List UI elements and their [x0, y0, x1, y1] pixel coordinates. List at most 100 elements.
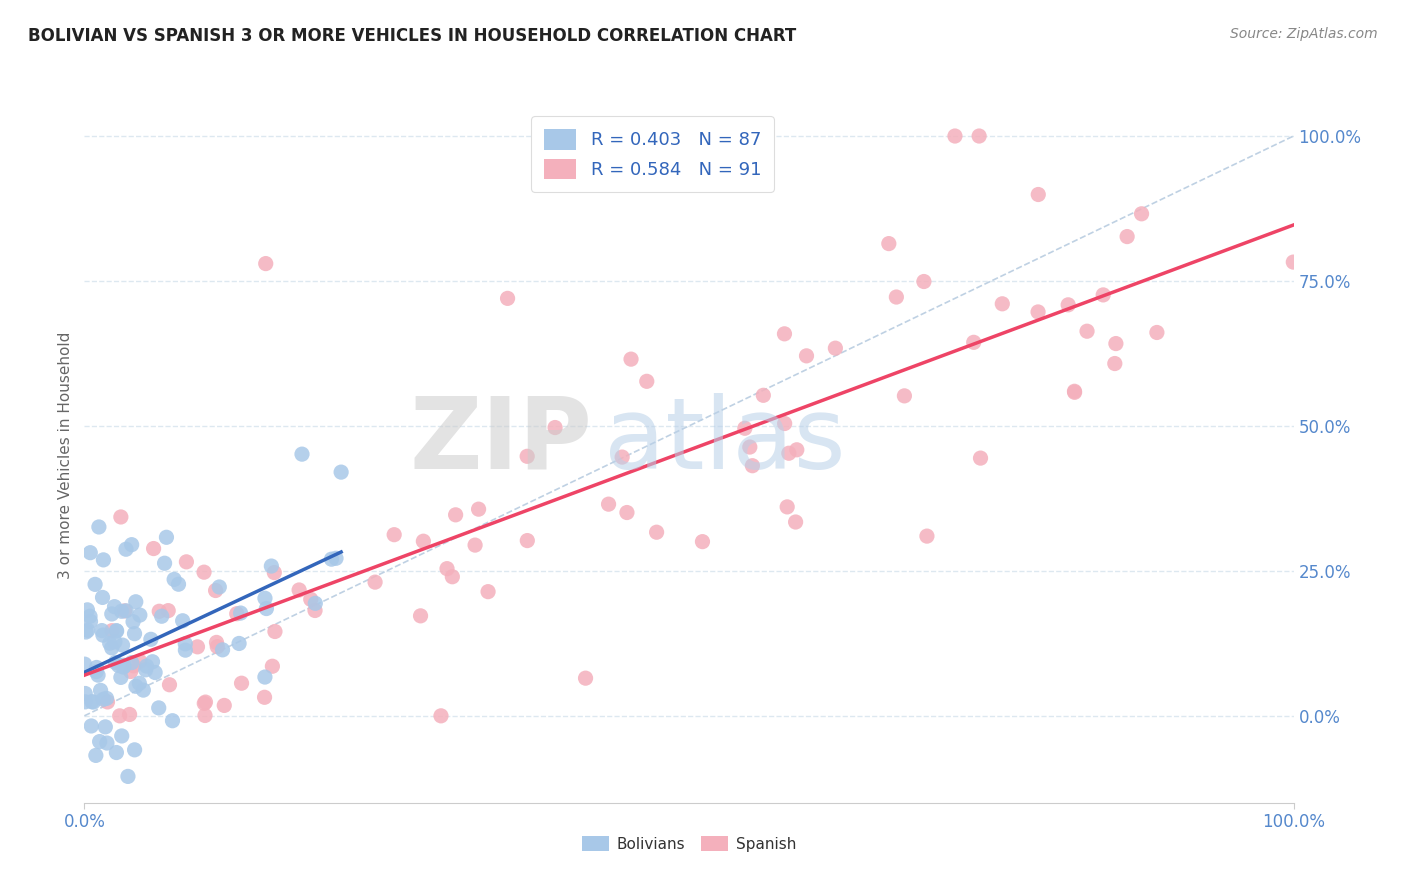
Point [90, 624, 112, 638]
Point [115, 542, 138, 557]
Point [128, 608, 150, 623]
Point [80, 695, 103, 709]
Point [610, 450, 633, 464]
Point [496, 291, 519, 305]
Point [692, 534, 714, 549]
Text: ZIP: ZIP [409, 392, 592, 490]
Point [231, 676, 253, 690]
Point [229, 606, 252, 620]
Point [91, 628, 114, 642]
Point [786, 442, 808, 457]
Point [253, 591, 276, 606]
Point [444, 508, 467, 522]
Point [262, 659, 284, 673]
Point [291, 447, 314, 461]
Point [598, 497, 620, 511]
Point [260, 559, 283, 574]
Point [211, 643, 233, 657]
Legend: Bolivians, Spanish: Bolivians, Spanish [575, 830, 803, 858]
Point [141, 655, 163, 669]
Point [115, 604, 138, 618]
Point [912, 275, 935, 289]
Point [969, 451, 991, 466]
Point [79, 609, 101, 624]
Text: Source: ZipAtlas.com: Source: ZipAtlas.com [1230, 27, 1378, 41]
Point [75, 625, 97, 640]
Point [112, 660, 135, 674]
Point [107, 658, 129, 673]
Point [409, 608, 432, 623]
Point [288, 582, 311, 597]
Point [778, 446, 800, 460]
Point [98, 636, 121, 650]
Text: atlas: atlas [605, 392, 846, 490]
Point [73, 657, 96, 672]
Point [79, 546, 101, 560]
Point [104, 635, 127, 649]
Point [967, 128, 990, 143]
Point [207, 640, 229, 654]
Point [574, 671, 596, 685]
Point [111, 638, 134, 652]
Point [150, 609, 173, 624]
Point [148, 604, 170, 618]
Point [991, 297, 1014, 311]
Point [193, 697, 215, 711]
Point [167, 577, 190, 591]
Point [110, 510, 132, 524]
Point [467, 502, 489, 516]
Point [159, 678, 181, 692]
Point [101, 624, 124, 638]
Point [162, 714, 184, 728]
Point [110, 604, 132, 618]
Point [616, 506, 638, 520]
Point [886, 290, 908, 304]
Point [477, 584, 499, 599]
Point [84, 748, 107, 763]
Point [412, 534, 434, 549]
Point [118, 707, 141, 722]
Point [124, 626, 146, 640]
Point [120, 665, 142, 679]
Point [157, 604, 180, 618]
Point [773, 326, 796, 341]
Point [153, 556, 176, 570]
Point [143, 665, 166, 680]
Point [139, 632, 162, 647]
Point [205, 635, 228, 649]
Point [1130, 207, 1153, 221]
Point [544, 420, 567, 434]
Point [163, 573, 186, 587]
Point [82, 695, 104, 709]
Point [110, 670, 132, 684]
Point [125, 595, 148, 609]
Point [1092, 288, 1115, 302]
Point [89, 734, 111, 748]
Point [1026, 187, 1049, 202]
Point [364, 575, 387, 590]
Point [80, 719, 103, 733]
Point [796, 349, 818, 363]
Point [172, 614, 194, 628]
Point [75, 686, 97, 700]
Point [121, 656, 143, 670]
Point [94, 840, 117, 855]
Point [963, 335, 986, 350]
Point [893, 389, 915, 403]
Point [94, 720, 117, 734]
Point [84, 665, 107, 679]
Point [915, 529, 938, 543]
Point [125, 679, 148, 693]
Point [132, 683, 155, 698]
Point [176, 555, 198, 569]
Point [105, 746, 128, 760]
Point [253, 690, 276, 705]
Point [76, 624, 98, 638]
Point [330, 465, 353, 479]
Point [76, 603, 98, 617]
Point [121, 538, 143, 552]
Point [228, 636, 250, 650]
Point [225, 607, 247, 621]
Point [1282, 255, 1305, 269]
Point [112, 658, 135, 673]
